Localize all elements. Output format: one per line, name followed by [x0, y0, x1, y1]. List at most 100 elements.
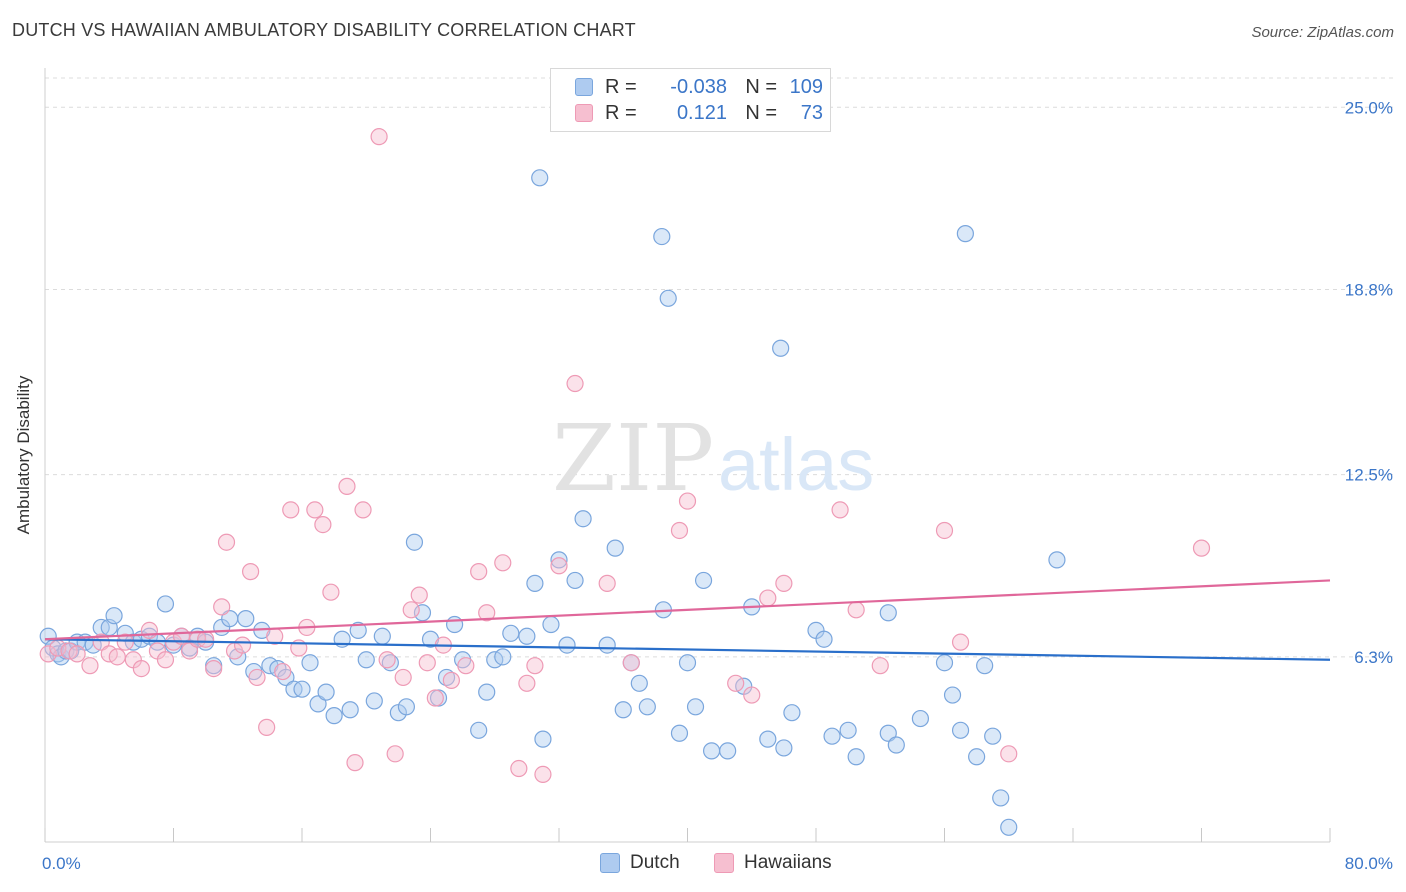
- legend-n-value: 109: [789, 75, 823, 98]
- data-point-dutch: [614, 701, 632, 719]
- legend-n-label: N =: [745, 75, 777, 98]
- data-point-dutch: [670, 724, 689, 742]
- data-point-dutch: [935, 654, 954, 672]
- data-point-dutch: [598, 636, 616, 654]
- data-point-dutch: [437, 668, 456, 687]
- data-point-dutch: [879, 724, 897, 742]
- data-point-hawaiians: [759, 589, 777, 607]
- legend-swatch-dutch: [575, 78, 593, 96]
- data-point-hawaiians: [534, 765, 552, 784]
- data-point-dutch: [839, 721, 857, 739]
- data-point-hawaiians: [510, 759, 528, 778]
- data-point-dutch: [325, 707, 343, 725]
- chart-title: DUTCH VS HAWAIIAN AMBULATORY DISABILITY …: [12, 20, 636, 40]
- data-point-hawaiians: [402, 601, 420, 619]
- data-point-dutch: [341, 701, 359, 719]
- data-point-dutch: [156, 595, 175, 613]
- legend-r-label: R =: [605, 101, 637, 124]
- data-point-dutch: [574, 510, 592, 528]
- watermark-zip: ZIP: [552, 405, 714, 512]
- y-tick-label: 25.0%: [1345, 98, 1393, 117]
- legend-item-dutch[interactable]: Dutch: [600, 852, 680, 874]
- data-point-dutch: [847, 748, 865, 766]
- data-point-hawaiians: [831, 501, 849, 519]
- legend-n-label: N =: [745, 101, 777, 124]
- y-axis-label: Ambulatory Disability: [14, 375, 33, 535]
- data-point-dutch: [293, 680, 311, 698]
- data-point-hawaiians: [205, 660, 223, 678]
- data-point-dutch: [526, 574, 544, 592]
- y-tick-label: 18.8%: [1345, 280, 1393, 299]
- data-point-hawaiians: [457, 657, 475, 675]
- data-point-hawaiians: [338, 477, 356, 495]
- data-point-dutch: [413, 604, 432, 622]
- data-point-hawaiians: [213, 598, 231, 616]
- data-point-dutch: [534, 730, 552, 748]
- data-point-hawaiians: [39, 645, 57, 663]
- data-point-hawaiians: [217, 533, 236, 551]
- data-point-hawaiians: [951, 633, 970, 651]
- data-point-hawaiians: [132, 660, 150, 678]
- data-point-hawaiians: [370, 128, 388, 146]
- data-point-hawaiians: [1000, 745, 1018, 763]
- trend-line-hawaiians: [44, 579, 1331, 641]
- legend-item-hawaiians[interactable]: Hawaiians: [714, 852, 832, 874]
- data-point-dutch: [775, 739, 793, 757]
- data-point-dutch: [976, 657, 994, 675]
- series-legend: Dutch Hawaiians: [0, 852, 1406, 878]
- data-point-dutch: [956, 225, 974, 243]
- data-point-hawaiians: [935, 521, 954, 540]
- data-point-dutch: [823, 727, 841, 745]
- data-point-dutch: [317, 683, 335, 701]
- data-point-dutch: [968, 748, 986, 766]
- data-point-hawaiians: [314, 515, 332, 534]
- legend-swatch-hawaiians: [575, 104, 593, 122]
- data-point-hawaiians: [678, 492, 697, 510]
- data-point-dutch: [638, 698, 656, 716]
- data-point-hawaiians: [258, 718, 276, 736]
- data-point-hawaiians: [140, 621, 159, 639]
- data-point-hawaiians: [410, 586, 428, 604]
- data-point-hawaiians: [598, 574, 616, 592]
- data-point-hawaiians: [470, 563, 488, 581]
- data-point-hawaiians: [1192, 539, 1211, 557]
- legend-swatch-dutch: [600, 853, 620, 873]
- data-point-hawaiians: [622, 654, 640, 672]
- data-point-dutch: [470, 721, 488, 739]
- data-point-hawaiians: [670, 521, 689, 540]
- data-point-dutch: [984, 727, 1002, 745]
- data-point-dutch: [783, 704, 801, 722]
- data-point-hawaiians: [418, 654, 436, 672]
- data-point-hawaiians: [282, 501, 300, 519]
- data-point-dutch: [943, 686, 962, 704]
- data-point-hawaiians: [426, 689, 444, 707]
- data-point-hawaiians: [116, 633, 134, 651]
- data-point-hawaiians: [442, 671, 460, 689]
- data-point-dutch: [237, 610, 255, 628]
- data-point-hawaiians: [743, 686, 761, 704]
- data-point-dutch: [373, 627, 391, 645]
- legend-r-value: -0.038: [670, 75, 727, 98]
- watermark-atlas: atlas: [718, 423, 874, 506]
- data-point-dutch: [772, 339, 790, 357]
- data-point-hawaiians: [274, 662, 292, 681]
- data-point-hawaiians: [322, 583, 340, 601]
- data-point-dutch: [606, 539, 624, 557]
- data-point-hawaiians: [233, 636, 252, 654]
- data-point-dutch: [911, 709, 930, 728]
- data-point-dutch: [558, 636, 576, 654]
- data-point-hawaiians: [354, 501, 372, 519]
- data-point-dutch: [630, 674, 648, 692]
- data-point-hawaiians: [306, 501, 324, 519]
- data-point-dutch: [1000, 818, 1018, 836]
- data-point-hawaiians: [775, 574, 793, 592]
- data-point-dutch: [349, 621, 367, 639]
- data-point-dutch: [951, 721, 970, 739]
- data-point-dutch: [309, 695, 327, 713]
- data-point-dutch: [719, 742, 737, 760]
- data-point-hawaiians: [346, 754, 364, 772]
- x-tick-label: 0.0%: [42, 854, 81, 873]
- data-point-hawaiians: [156, 651, 175, 669]
- data-point-hawaiians: [81, 657, 99, 675]
- data-point-hawaiians: [727, 674, 745, 692]
